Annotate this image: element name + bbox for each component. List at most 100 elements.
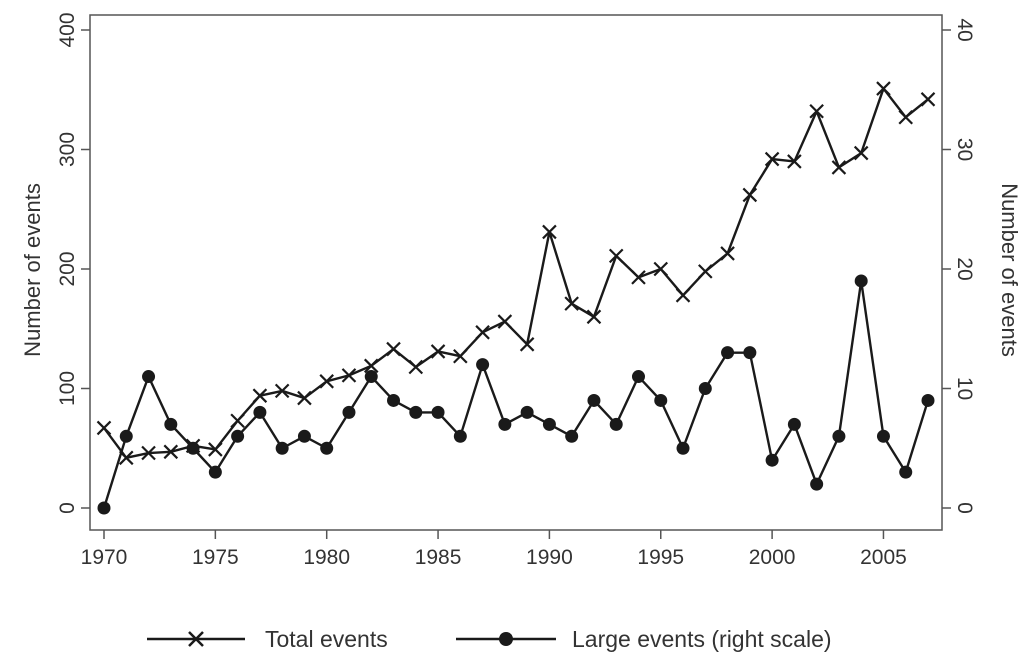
data-point-large <box>520 405 534 419</box>
y-left-tick-label: 200 <box>56 251 79 286</box>
y-axis-right-title: Number of events <box>997 183 1022 357</box>
data-point-large <box>654 393 668 407</box>
series-line-large-events-right-scale <box>102 279 930 509</box>
data-point-total <box>853 145 869 161</box>
data-point-total <box>608 248 624 264</box>
data-point-large <box>275 441 289 455</box>
y-right-tick-label: 40 <box>953 18 976 41</box>
y-axis-left: 0 100 200 300 400 <box>56 12 90 514</box>
legend-label-large: Large events (right scale) <box>572 626 832 652</box>
data-point-total <box>787 154 802 169</box>
data-point-large <box>476 358 490 372</box>
data-point-large <box>743 346 757 360</box>
data-point-total <box>898 109 914 125</box>
x-tick-label: 1990 <box>526 546 573 569</box>
data-point-total <box>341 368 357 383</box>
x-tick-label: 2005 <box>860 546 907 569</box>
data-point-total <box>163 444 179 460</box>
data-point-total <box>475 325 490 340</box>
y-left-tick-label: 0 <box>56 502 79 514</box>
y-axis-right: 0 10 20 30 40 <box>942 18 976 514</box>
data-point-large <box>409 405 423 419</box>
data-point-large <box>97 501 111 515</box>
legend-entry-total-events: Total events <box>147 626 388 652</box>
data-point-total <box>720 246 735 261</box>
data-point-large <box>542 417 556 431</box>
data-point-large <box>876 429 890 443</box>
x-tick-label: 1980 <box>303 546 350 569</box>
legend: Total events Large events (right scale) <box>147 626 832 652</box>
data-point-total <box>742 187 758 203</box>
data-point-large <box>565 429 579 443</box>
data-point-total <box>408 359 424 375</box>
data-point-large <box>587 393 601 407</box>
data-point-total <box>297 390 312 406</box>
data-point-large <box>832 429 846 443</box>
data-point-total <box>386 341 401 357</box>
data-point-total <box>920 92 936 107</box>
x-tick-label: 1975 <box>192 546 239 569</box>
data-point-total <box>764 151 780 167</box>
legend-entry-large-events: Large events (right scale) <box>456 626 832 652</box>
data-point-large <box>231 429 245 443</box>
data-point-large <box>387 393 401 407</box>
data-point-large <box>498 417 512 431</box>
data-point-large <box>921 393 935 407</box>
data-point-large <box>297 429 311 443</box>
data-point-large <box>698 382 712 395</box>
data-point-total <box>631 270 646 285</box>
data-point-large <box>320 441 334 455</box>
y-right-tick-label: 10 <box>953 377 976 400</box>
legend-label-total: Total events <box>265 626 388 652</box>
data-point-large <box>119 429 133 443</box>
series-layer <box>96 81 936 515</box>
data-point-total <box>252 388 268 403</box>
data-point-total <box>96 420 112 436</box>
data-point-large <box>787 417 801 431</box>
x-axis: 1970 1975 1980 1985 1990 1995 2000 2005 <box>81 530 907 569</box>
plot-border <box>89 14 943 531</box>
data-point-large <box>342 405 356 419</box>
data-point-total <box>274 383 290 399</box>
data-point-large <box>721 346 735 360</box>
data-point-total <box>363 358 379 374</box>
data-point-large <box>253 405 267 419</box>
series-line-total-events <box>103 87 929 460</box>
y-left-tick-label: 400 <box>56 12 79 47</box>
data-point-large <box>631 370 645 384</box>
x-tick-label: 1985 <box>415 546 462 569</box>
data-point-total <box>653 261 669 277</box>
y-right-tick-label: 30 <box>953 138 976 161</box>
data-point-total <box>564 296 579 311</box>
data-point-large <box>142 370 156 384</box>
data-point-large <box>810 477 824 491</box>
x-tick-label: 1995 <box>637 546 684 569</box>
data-point-total <box>586 309 602 325</box>
y-axis-left-title: Number of events <box>20 183 45 357</box>
data-point-total <box>430 344 446 359</box>
data-point-total <box>208 442 223 457</box>
data-point-large <box>208 465 222 479</box>
plot-frame <box>89 14 943 531</box>
data-point-total <box>141 445 156 461</box>
data-point-total <box>698 264 713 279</box>
legend-marker-circle <box>499 632 513 646</box>
data-point-total <box>519 337 535 352</box>
data-point-total <box>831 160 847 175</box>
data-point-large <box>609 417 623 431</box>
data-point-total <box>230 413 245 429</box>
data-point-large <box>899 465 913 479</box>
data-point-total <box>453 348 468 364</box>
x-tick-label: 2000 <box>749 546 796 569</box>
y-left-tick-label: 100 <box>56 371 79 406</box>
y-right-tick-label: 20 <box>953 257 976 280</box>
data-point-large <box>164 417 178 431</box>
data-point-large <box>453 429 467 443</box>
data-point-large <box>364 370 378 384</box>
data-point-total <box>542 224 557 240</box>
data-point-large <box>431 405 445 419</box>
y-left-tick-label: 300 <box>56 132 79 167</box>
data-point-total <box>497 314 513 329</box>
data-point-total <box>876 81 891 96</box>
